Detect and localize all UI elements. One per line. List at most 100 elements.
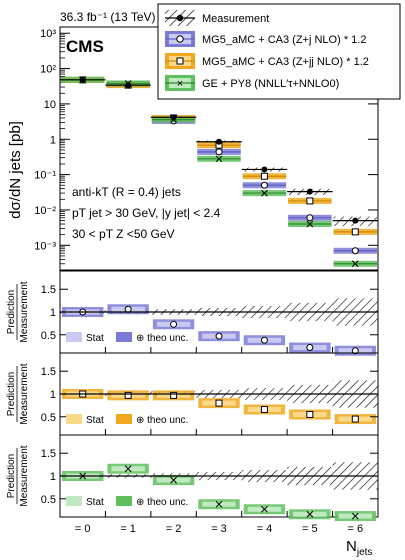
ratio-legend-theo-label: ⊕ theo unc. <box>136 333 188 344</box>
legend-entry-mg5-zjj: MG5_aMC + CA3 (Z+jj NLO) * 1.2 <box>165 53 369 69</box>
marker-open-circle <box>306 344 314 352</box>
x-category-label: = 3 <box>211 523 227 535</box>
legend-label-measurement: Measurement <box>202 13 269 25</box>
annotation-jet-algorithm: anti-kT (R = 0.4) jets <box>72 185 181 199</box>
ratio-legend-theo-swatch <box>116 332 132 342</box>
ratio-y-tick-label: 1 <box>50 307 56 319</box>
marker-open-square <box>124 391 132 399</box>
ratio-panel-1: 0.5 1 1.5 Prediction Measurement Stat ⊕ theo u… <box>6 270 379 356</box>
measurement-point <box>170 114 177 121</box>
y-tick-label: 10⁻¹ <box>34 170 56 182</box>
x-category-label: = 0 <box>75 523 91 535</box>
x-category-label: = 6 <box>347 523 363 535</box>
ratio-panel-2: 0.5 1 1.5 Prediction Measurement Stat ⊕ theo u… <box>6 352 379 436</box>
marker-open-square <box>306 411 314 418</box>
y-tick-label: 10 <box>44 99 56 111</box>
ratio-y-tick-label: 0.5 <box>41 412 56 424</box>
luminosity-label: 36.3 fb⁻¹ (13 TeV) <box>60 10 156 24</box>
x-category-label: = 2 <box>166 523 182 535</box>
legend-entry-ge-py8: × GE + PY8 (NNLL′τ+NNLO0) <box>165 75 339 91</box>
ratio-ylabel-numerator: Prediction <box>6 290 17 334</box>
marker-open-circle <box>306 214 314 222</box>
ratio-y-tick-label: 1 <box>50 389 56 401</box>
ratio-legend-stat-swatch <box>66 414 82 424</box>
marker-open-square <box>215 399 223 407</box>
marker-cross <box>215 500 223 508</box>
legend-marker-filled-circle <box>176 14 184 22</box>
legend-marker-open-square <box>176 57 184 65</box>
x-axis-label: Njets <box>346 538 372 558</box>
legend-marker-open-circle <box>176 35 184 43</box>
ratio-legend-stat-swatch <box>66 496 82 506</box>
ratio-panel-3: 0.5 1 1.5 Prediction Measurement Stat ⊕ theo u… <box>6 434 379 522</box>
measurement-point <box>79 76 86 83</box>
legend-label-mg5-zj: MG5_aMC + CA3 (Z+j NLO) * 1.2 <box>202 34 366 46</box>
x-category-label: = 5 <box>302 523 318 535</box>
ratio-legend-theo-swatch <box>116 496 132 506</box>
marker-cross <box>170 476 177 484</box>
legend-label-ge-py8: GE + PY8 (NNLL′τ+NNLO0) <box>202 78 339 90</box>
measurement-point <box>306 188 313 195</box>
y-tick-label: 10⁻³ <box>34 240 56 252</box>
ratio-legend-theo-swatch <box>116 414 132 424</box>
y-tick-label: 10⁻² <box>34 205 56 217</box>
ratio-y-tick-label: 0.5 <box>41 330 56 342</box>
main-plot-content <box>60 76 378 268</box>
marker-open-circle <box>215 148 223 156</box>
legend: Measurement MG5_aMC + CA3 (Z+j NLO) * 1.… <box>157 3 401 100</box>
legend-marker-cross: × <box>177 78 183 90</box>
ratio-y-tick-label: 1.5 <box>41 366 56 378</box>
annotation-jet-cuts: pT jet > 30 GeV, |y jet| < 2.4 <box>72 206 221 220</box>
annotation-z-pt-range: 30 < pT Z <50 GeV <box>72 227 175 241</box>
legend-entry-mg5-zj: MG5_aMC + CA3 (Z+j NLO) * 1.2 <box>165 31 366 47</box>
ratio-legend-stat-label: Stat <box>86 333 104 344</box>
marker-open-square <box>351 415 359 423</box>
measurement-point <box>261 166 268 173</box>
ratio-legend-stat-swatch <box>66 332 82 342</box>
marker-open-square <box>351 228 359 236</box>
measurement-point <box>216 138 222 145</box>
marker-open-circle <box>260 181 268 189</box>
measurement-point <box>352 217 359 224</box>
marker-open-circle <box>215 332 223 340</box>
ratio-ylabel-denominator: Measurement <box>19 363 30 424</box>
marker-cross <box>261 189 268 197</box>
ratio-ylabel-numerator: Prediction <box>6 454 17 498</box>
marker-cross <box>306 220 314 228</box>
marker-cross <box>261 505 268 513</box>
ratio-legend-theo-label: ⊕ theo unc. <box>136 415 188 426</box>
ratio-legend-stat-label: Stat <box>86 415 104 426</box>
legend-box <box>157 3 401 100</box>
y-tick-label: 10³ <box>40 28 56 40</box>
marker-cross <box>351 512 359 520</box>
x-category-label: = 4 <box>257 523 273 535</box>
ratio-legend-theo-label: ⊕ theo unc. <box>136 497 188 508</box>
ratio-legend-stat-label: Stat <box>86 497 104 508</box>
marker-open-circle <box>170 320 178 328</box>
ratio-ylabel-numerator: Prediction <box>6 372 17 416</box>
marker-open-circle <box>351 247 359 255</box>
main-y-axis-ticks: 10³ 10² 10 1 10⁻¹ 10⁻² 10⁻³ <box>34 28 378 271</box>
marker-open-circle <box>260 336 268 344</box>
ratio-y-tick-label: 0.5 <box>41 494 56 506</box>
marker-open-square <box>260 405 268 413</box>
legend-entry-measurement: Measurement <box>165 10 269 26</box>
measurement-point <box>125 82 132 89</box>
y-tick-label: 1 <box>50 134 56 146</box>
marker-cross <box>215 155 223 163</box>
main-y-axis-label: dσ/dN jets [pb] <box>7 121 24 219</box>
x-category-label: = 1 <box>120 523 136 535</box>
marker-cross <box>306 510 314 518</box>
ratio-y-tick-label: 1.5 <box>41 284 56 296</box>
legend-label-mg5-zjj: MG5_aMC + CA3 (Z+jj NLO) * 1.2 <box>202 56 369 68</box>
ratio-y-tick-label: 1.5 <box>41 448 56 460</box>
cms-logo-text: CMS <box>66 37 104 56</box>
marker-open-square <box>260 172 268 180</box>
marker-open-circle <box>351 347 359 355</box>
marker-cross <box>124 465 132 473</box>
ratio-y-tick-label: 1 <box>50 471 56 483</box>
marker-cross <box>351 260 359 268</box>
ratio-ylabel-denominator: Measurement <box>19 445 30 506</box>
